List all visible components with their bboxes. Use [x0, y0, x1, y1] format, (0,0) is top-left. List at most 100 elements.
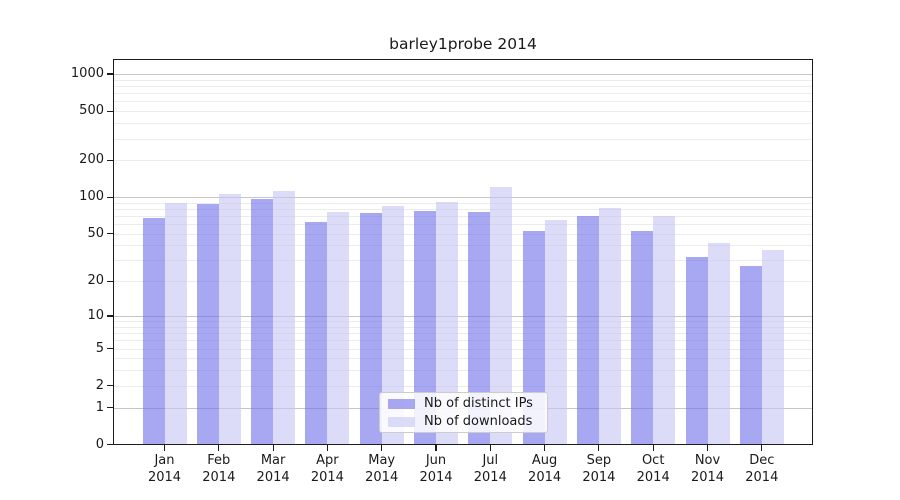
bar-downloads-jun	[436, 201, 458, 445]
gridline-minor	[114, 79, 813, 81]
y-tick-mark	[107, 233, 113, 235]
gridline-minor	[114, 358, 813, 360]
bar-downloads-mar	[273, 190, 296, 445]
y-tick-mark	[107, 110, 113, 112]
gridline-minor	[114, 111, 813, 113]
y-tick-mark	[107, 444, 113, 446]
bar-distinct-ips-sep	[576, 216, 599, 445]
y-tick-mark	[107, 385, 113, 387]
gridline-minor	[114, 260, 813, 262]
bar-downloads-jul	[490, 186, 513, 445]
bar-distinct-ips-nov	[685, 257, 708, 445]
y-tick-label: 200	[79, 152, 104, 168]
gridline-minor	[114, 281, 813, 283]
x-tick-label: Jun 2014	[419, 453, 453, 485]
legend-entry-downloads: Nb of downloads	[388, 413, 547, 430]
bar-downloads-oct	[653, 216, 676, 445]
gridline-minor	[114, 326, 813, 328]
x-tick-mark	[435, 445, 437, 451]
bar-downloads-jan	[164, 203, 187, 445]
y-tick-label: 10	[87, 308, 104, 323]
gridline-minor	[114, 101, 813, 103]
y-tick-label: 100	[79, 189, 104, 205]
gridline-major	[114, 316, 813, 317]
bar-downloads-dec	[761, 249, 784, 445]
bar-distinct-ips-jul	[468, 211, 491, 445]
gridline-minor	[114, 340, 813, 342]
x-tick-mark	[761, 445, 763, 451]
x-tick-mark	[598, 445, 600, 451]
gridline-minor	[114, 93, 813, 95]
gridline-minor	[114, 385, 813, 387]
y-tick-label: 5	[95, 340, 104, 356]
y-tick-label: 50	[87, 225, 104, 241]
bar-distinct-ips-aug	[522, 230, 545, 445]
gridline-minor	[114, 208, 813, 210]
gridline-minor	[114, 224, 813, 226]
chart-title: barley1probe 2014	[389, 35, 537, 53]
gridline-minor	[114, 86, 813, 87]
gridline-minor	[114, 138, 813, 140]
bar-distinct-ips-feb	[196, 203, 219, 445]
gridline-minor	[114, 348, 813, 350]
y-tick-label: 1	[95, 399, 104, 415]
x-tick-label: Aug 2014	[528, 453, 562, 485]
x-tick-label: Mar 2014	[256, 453, 290, 485]
bar-distinct-ips-apr	[305, 222, 328, 445]
y-tick-label: 1000	[70, 66, 104, 81]
legend: Nb of distinct IPs Nb of downloads	[379, 392, 548, 433]
y-tick-mark	[107, 280, 113, 282]
bar-distinct-ips-mar	[251, 199, 274, 445]
legend-label-distinct-ips: Nb of distinct IPs	[424, 396, 533, 411]
bar-distinct-ips-may	[359, 213, 382, 445]
y-tick-label: 20	[87, 273, 104, 289]
x-tick-mark	[218, 445, 220, 451]
x-tick-label: Feb 2014	[202, 453, 236, 485]
x-tick-label: Apr 2014	[310, 453, 344, 485]
bar-downloads-apr	[327, 211, 350, 445]
gridline-minor	[114, 233, 813, 235]
gridline-minor	[114, 321, 813, 323]
gridline-minor	[114, 245, 813, 247]
y-tick-mark	[107, 348, 113, 350]
bar-downloads-aug	[544, 219, 567, 445]
legend-swatch-downloads	[388, 416, 415, 427]
gridline-minor	[114, 123, 813, 125]
gridline-major	[114, 74, 813, 75]
y-tick-mark	[107, 406, 113, 409]
y-tick-label: 500	[79, 103, 104, 119]
x-tick-mark	[544, 445, 546, 451]
gridline-minor	[114, 216, 813, 217]
gridline-minor	[114, 370, 813, 372]
x-tick-label: Sep 2014	[582, 453, 616, 485]
x-tick-mark	[326, 445, 328, 451]
gridline-major	[114, 197, 813, 199]
y-tick-label: 2	[95, 377, 104, 393]
x-tick-label: Oct 2014	[636, 453, 670, 485]
legend-label-downloads: Nb of downloads	[424, 414, 533, 429]
gridline-minor	[114, 202, 813, 204]
y-tick-mark	[107, 315, 113, 317]
x-tick-mark	[381, 445, 383, 451]
x-tick-mark	[489, 445, 491, 451]
x-tick-label: May 2014	[365, 453, 399, 485]
y-tick-mark	[107, 73, 113, 75]
x-tick-mark	[706, 445, 709, 451]
y-tick-mark	[107, 159, 113, 161]
bar-downloads-sep	[598, 208, 621, 445]
bar-downloads-feb	[218, 193, 241, 445]
x-tick-mark	[652, 445, 654, 451]
x-tick-mark	[163, 445, 166, 451]
bar-downloads-nov	[707, 242, 730, 445]
legend-entry-distinct-ips: Nb of distinct IPs	[388, 395, 547, 412]
legend-swatch-distinct-ips	[388, 398, 415, 409]
bar-distinct-ips-jan	[142, 217, 165, 445]
x-tick-label: Nov 2014	[690, 453, 725, 485]
gridline-minor	[114, 160, 813, 162]
x-tick-label: Dec 2014	[745, 453, 779, 485]
x-tick-mark	[272, 445, 274, 451]
bar-distinct-ips-oct	[631, 230, 654, 445]
bar-downloads-may	[381, 206, 404, 445]
gridline-minor	[114, 333, 813, 335]
